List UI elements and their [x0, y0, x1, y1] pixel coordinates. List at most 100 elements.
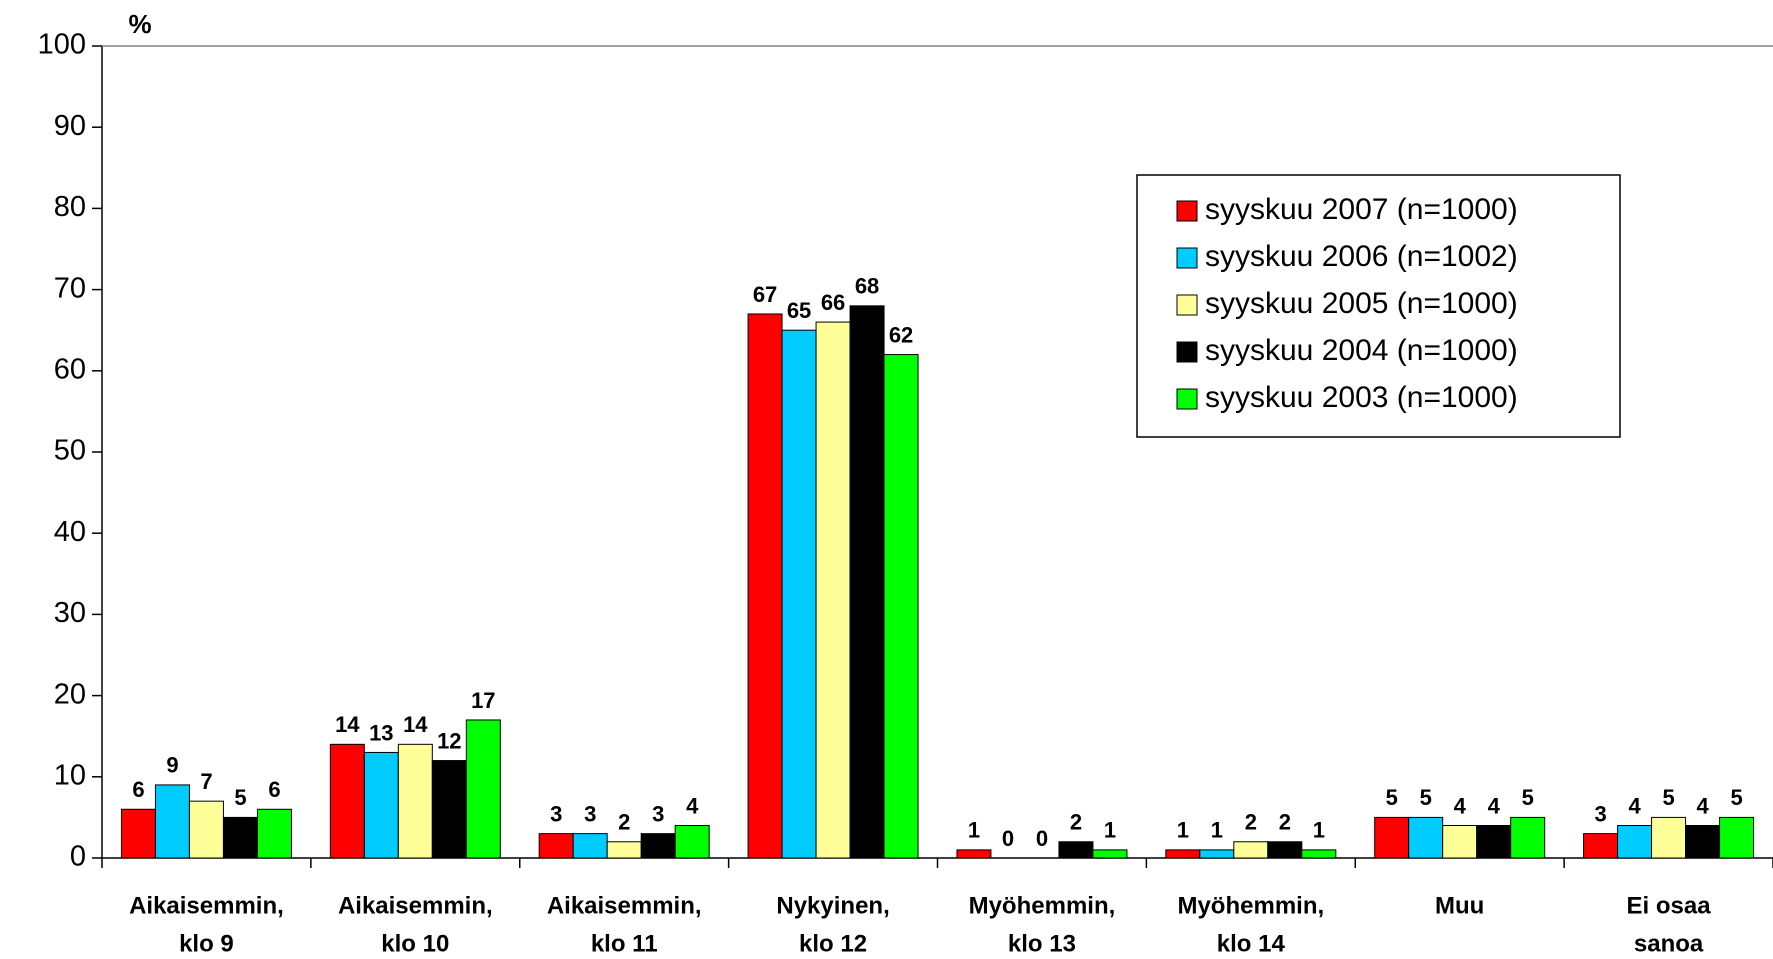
y-tick-label: 10 — [54, 759, 86, 791]
legend-label: syyskuu 2006 (n=1002) — [1205, 240, 1518, 273]
legend-swatch — [1176, 388, 1198, 410]
bar — [849, 305, 885, 859]
value-label: 4 — [1454, 793, 1467, 818]
x-tick-label: sanoa — [1634, 930, 1704, 957]
value-label: 66 — [821, 290, 845, 315]
value-label: 68 — [855, 274, 879, 299]
bar — [883, 354, 919, 859]
legend-swatch — [1176, 247, 1198, 269]
x-tick-label: klo 12 — [799, 930, 867, 957]
legend-label: syyskuu 2004 (n=1000) — [1205, 334, 1518, 367]
bar — [1199, 849, 1235, 859]
value-label: 7 — [200, 769, 212, 794]
bar — [781, 329, 817, 859]
bar — [956, 849, 992, 859]
value-label: 5 — [1662, 785, 1674, 810]
x-tick-label: Ei osaa — [1627, 892, 1712, 919]
x-tick-label: Aikaisemmin, — [547, 892, 702, 919]
value-label: 1 — [1177, 818, 1189, 843]
value-label: 9 — [166, 753, 178, 778]
value-label: 4 — [686, 793, 699, 818]
x-tick-label: Aikaisemmin, — [129, 892, 284, 919]
value-label: 5 — [234, 785, 246, 810]
x-tick-label: Myöhemmin, — [969, 892, 1116, 919]
bar — [606, 841, 642, 859]
x-tick-label: Muu — [1435, 892, 1484, 919]
legend-label: syyskuu 2003 (n=1000) — [1205, 381, 1518, 414]
value-label: 17 — [471, 688, 495, 713]
bar — [572, 833, 608, 859]
bar — [1651, 816, 1687, 859]
value-label: 2 — [1070, 810, 1082, 835]
bar — [1233, 841, 1269, 859]
legend-swatch — [1176, 294, 1198, 316]
value-label: 4 — [1488, 793, 1501, 818]
bar — [1510, 816, 1546, 859]
value-label: 3 — [584, 801, 596, 826]
bar — [1374, 816, 1410, 859]
value-label: 0 — [1002, 826, 1014, 851]
bar — [363, 751, 399, 859]
bar — [747, 313, 783, 859]
value-label: 1 — [1211, 818, 1223, 843]
bar — [1267, 841, 1303, 859]
legend-label: syyskuu 2005 (n=1000) — [1205, 287, 1518, 320]
bar — [1476, 825, 1512, 859]
bar — [815, 321, 851, 859]
value-label: 2 — [618, 810, 630, 835]
value-label: 3 — [652, 801, 664, 826]
bar — [431, 760, 467, 859]
value-label: 67 — [753, 282, 777, 307]
bar — [538, 833, 574, 859]
value-label: 65 — [787, 298, 811, 323]
value-label: 5 — [1730, 785, 1742, 810]
value-label: 3 — [1594, 801, 1606, 826]
y-tick-label: 50 — [54, 435, 86, 467]
x-tick-label: Myöhemmin, — [1177, 892, 1324, 919]
value-label: 2 — [1245, 810, 1257, 835]
x-tick-label: klo 13 — [1008, 930, 1076, 957]
y-tick-label: 40 — [54, 516, 86, 548]
bar — [154, 784, 190, 859]
value-label: 62 — [889, 322, 913, 347]
x-tick-label: Aikaisemmin, — [338, 892, 493, 919]
legend-label: syyskuu 2007 (n=1000) — [1205, 193, 1518, 226]
bar — [1617, 825, 1653, 859]
bar — [329, 743, 365, 859]
x-tick-label: klo 11 — [591, 930, 658, 957]
bar — [1408, 816, 1444, 859]
value-label: 1 — [1313, 818, 1325, 843]
bar — [640, 833, 676, 859]
y-tick-label: 90 — [54, 110, 86, 142]
y-tick-label: 60 — [54, 353, 86, 385]
bar — [397, 743, 433, 859]
y-tick-label: 0 — [70, 841, 86, 873]
y-axis-label: % — [128, 9, 151, 39]
y-tick-label: 20 — [54, 678, 86, 710]
bar — [1719, 816, 1755, 859]
y-tick-label: 70 — [54, 272, 86, 304]
value-label: 13 — [369, 720, 393, 745]
value-label: 2 — [1279, 810, 1291, 835]
legend-swatch — [1176, 200, 1198, 222]
value-label: 14 — [335, 712, 360, 737]
value-label: 0 — [1036, 826, 1048, 851]
bar — [120, 808, 156, 859]
bar — [465, 719, 501, 859]
bar — [188, 800, 224, 859]
x-tick-label: klo 9 — [179, 930, 234, 957]
bar — [222, 816, 258, 859]
legend-swatch — [1176, 341, 1198, 363]
y-tick-label: 30 — [54, 597, 86, 629]
bar — [1058, 841, 1094, 859]
bar — [1442, 825, 1478, 859]
bar — [1092, 849, 1128, 859]
bar — [674, 825, 710, 859]
x-tick-label: Nykyinen, — [776, 892, 889, 919]
value-label: 6 — [132, 777, 144, 802]
bar — [1685, 825, 1721, 859]
x-tick-label: klo 14 — [1217, 930, 1286, 957]
value-label: 5 — [1420, 785, 1432, 810]
x-tick-label: klo 10 — [381, 930, 449, 957]
value-label: 5 — [1522, 785, 1534, 810]
